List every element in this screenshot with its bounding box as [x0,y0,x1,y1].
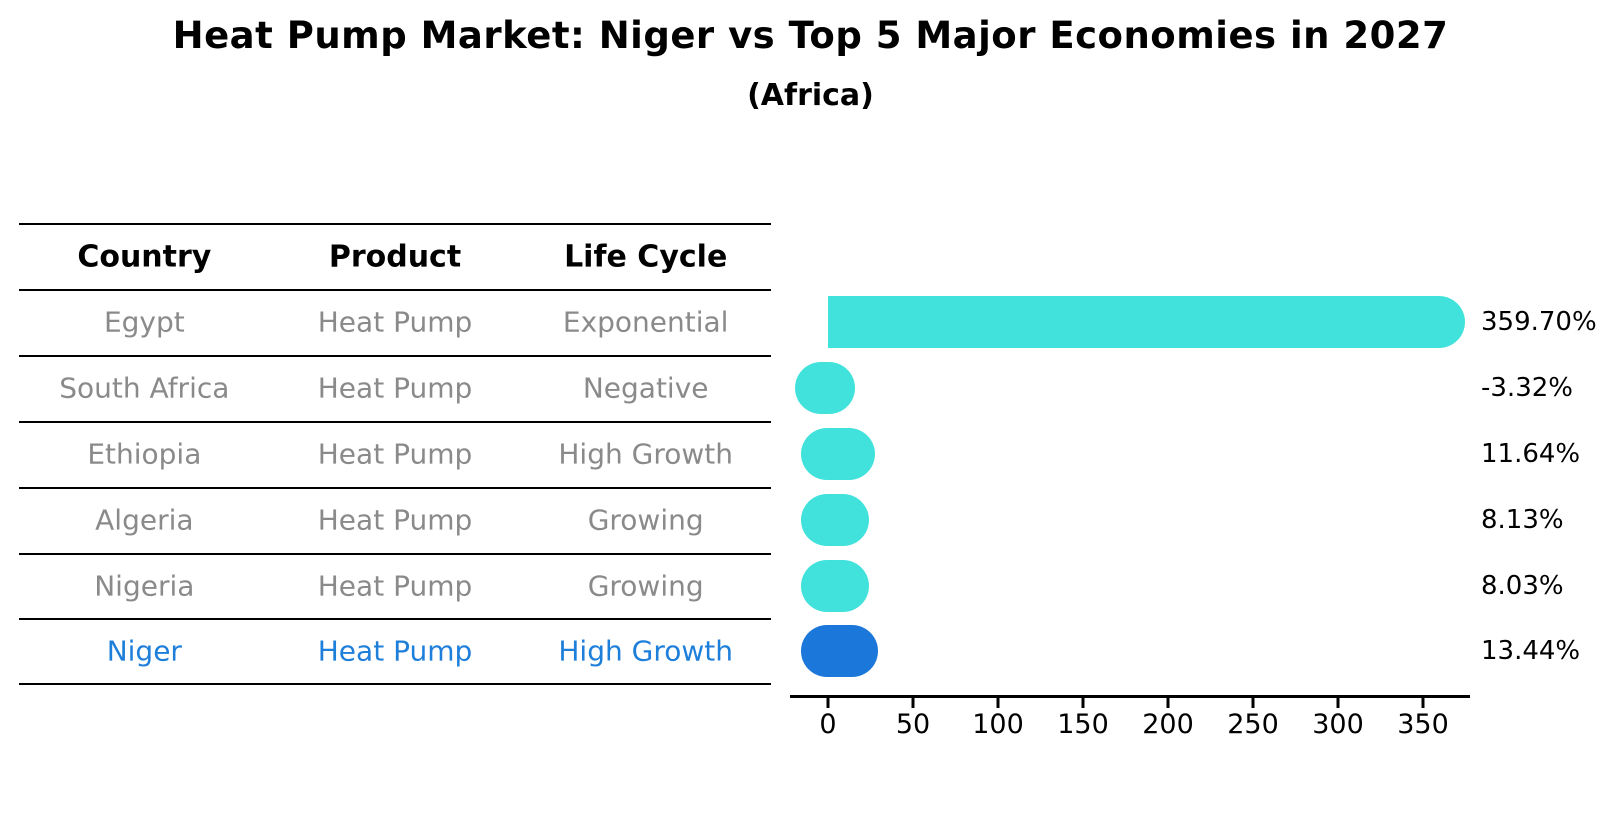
value-label-nigeria: 8.03% [1481,570,1564,601]
x-tick-label-300: 300 [1312,709,1364,740]
table-rule-0 [19,223,771,225]
cell-life-cycle: High Growth [558,634,733,667]
cell-country: Ethiopia [87,437,202,471]
cell-country: Egypt [103,305,185,339]
bar-algeria [801,494,869,546]
x-tick-mark-150 [1081,697,1085,708]
x-axis-line [790,695,1470,698]
table-row-south-africa: South Africa Heat Pump Negative [19,372,771,405]
cell-life-cycle: Growing [587,503,704,537]
cell-product: Heat Pump [317,371,473,405]
x-tick-label-50: 50 [895,709,931,740]
value-label-niger: 13.44% [1481,635,1581,666]
bar-ethiopia [801,428,875,480]
x-tick-label-100: 100 [972,709,1024,740]
cell-life-cycle: Exponential [562,305,729,339]
column-header-product: Product [328,239,462,275]
x-tick-label-0: 0 [819,709,837,740]
cell-life-cycle: Growing [587,569,704,602]
x-tick-label-200: 200 [1142,709,1194,740]
table-row-niger: Niger Heat Pump High Growth [19,634,771,667]
column-header-life-cycle: Life Cycle [564,239,728,275]
cell-product: Heat Pump [317,634,473,667]
cell-product: Heat Pump [317,305,473,339]
cell-product: Heat Pump [317,569,473,602]
x-tick-label-350: 350 [1397,709,1449,740]
cell-product: Heat Pump [317,503,473,537]
value-label-algeria: 8.13% [1481,505,1564,535]
cell-country: Algeria [95,503,194,537]
table-rule-2 [19,355,771,357]
chart-title: Heat Pump Market: Niger vs Top 5 Major E… [172,14,1449,57]
table-rule-5 [19,553,771,555]
table-rule-7 [19,683,771,685]
value-label-egypt: 359.70% [1481,307,1597,337]
x-tick-mark-100 [996,697,1000,708]
x-tick-label-150: 150 [1057,709,1109,740]
column-header-country: Country [77,239,212,275]
bar-niger [801,624,878,677]
cell-country: South Africa [59,371,230,405]
cell-life-cycle: Negative [582,371,709,405]
table-row-ethiopia: Ethiopia Heat Pump High Growth [19,438,771,471]
bar-nigeria [801,559,869,612]
cell-life-cycle: High Growth [558,437,733,471]
x-tick-mark-0 [826,697,830,708]
table-rule-6 [19,618,771,620]
table-rule-3 [19,421,771,423]
x-tick-mark-300 [1336,697,1340,708]
value-label-ethiopia: 11.64% [1481,439,1581,469]
table-row-egypt: Egypt Heat Pump Exponential [19,306,771,339]
cell-country: Niger [106,634,182,667]
table-row-algeria: Algeria Heat Pump Growing [19,504,771,537]
cell-product: Heat Pump [317,437,473,471]
table-row-nigeria: Nigeria Heat Pump Growing [19,569,771,602]
bar-south-africa [795,362,855,414]
table-header-row: Country Product Life Cycle [19,240,771,275]
cell-country: Nigeria [94,569,195,602]
x-tick-mark-50 [911,697,915,708]
table-rule-1 [19,289,771,291]
table-rule-4 [19,487,771,489]
x-tick-mark-350 [1421,697,1425,708]
x-tick-label-250: 250 [1227,709,1279,740]
bar-egypt [828,296,1466,348]
value-label-south-africa: -3.32% [1481,373,1573,403]
chart-subtitle: (Africa) [747,78,874,113]
x-tick-mark-250 [1251,697,1255,708]
x-tick-mark-200 [1166,697,1170,708]
